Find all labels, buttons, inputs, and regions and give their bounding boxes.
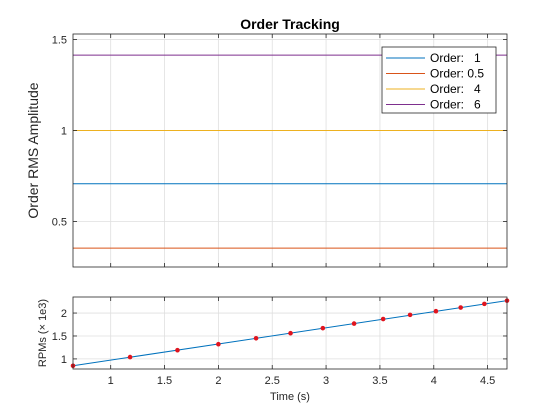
top-ticks: 0.5 1 1.5: [52, 34, 507, 267]
bottom-x-tick-label: 3.5: [372, 375, 387, 387]
bottom-marker-point: [482, 301, 487, 307]
bottom-marker-point: [288, 330, 293, 336]
bottom-y-tick-label: 1.5: [52, 331, 67, 343]
top-y-tick-label: 0.5: [52, 216, 67, 228]
bottom-x-tick-label: 1.5: [157, 375, 172, 387]
bottom-y-tick-label: 1: [61, 354, 67, 366]
bottom-axes: 1 1.5 2 2.5 3 3.5 4 4.5 1 1.5 2 RPMs (× 1e3) Time …: [37, 296, 510, 403]
legend-label-1: Order: 0.5: [430, 67, 484, 81]
bottom-marker-point: [175, 347, 180, 353]
bottom-marker-point: [216, 341, 221, 347]
bottom-x-tick-label: 3: [323, 375, 329, 387]
bottom-marker-point: [458, 305, 463, 310]
bottom-x-tick-label: 4: [431, 375, 437, 387]
bottom-marker-point: [127, 354, 133, 360]
top-y-axis-label: Order RMS Amplitude: [25, 82, 41, 218]
legend-label-3: Order: 6: [430, 98, 481, 112]
legend-label-2: Order: 4: [430, 82, 481, 96]
top-y-tick-label: 1: [61, 125, 67, 137]
bottom-y-tick-label: 2: [61, 308, 67, 320]
bottom-x-tick-label: 2: [215, 375, 221, 387]
bottom-x-axis-label: Time (s): [270, 391, 310, 403]
top-chart-title: Order Tracking: [240, 16, 340, 32]
bottom-marker-point: [351, 321, 357, 326]
bottom-marker-point: [380, 316, 386, 322]
bottom-x-tick-label: 1: [108, 375, 114, 387]
bottom-x-tick-label: 2.5: [265, 375, 280, 387]
top-axes-frame: [72, 33, 508, 268]
top-axes: 0.5 1 1.5 Order Tracking Order RMS Amplitu…: [25, 16, 508, 268]
bottom-ticks: 1 1.5 2 2.5 3 3.5 4 4.5 1 1.5 2: [52, 297, 507, 387]
legend-label-0: Order: 1: [430, 51, 481, 65]
bottom-y-axis-label: RPMs (× 1e3): [37, 299, 49, 367]
bottom-x-tick-label: 4.5: [480, 375, 495, 387]
bottom-axes-frame: [72, 296, 508, 370]
bottom-marker-point: [320, 325, 326, 331]
bottom-marker-point: [253, 335, 259, 341]
top-y-tick-label: 1.5: [52, 34, 67, 46]
bottom-marker-point: [407, 312, 413, 318]
bottom-series-group: [70, 298, 510, 369]
bottom-marker-point: [433, 308, 439, 314]
